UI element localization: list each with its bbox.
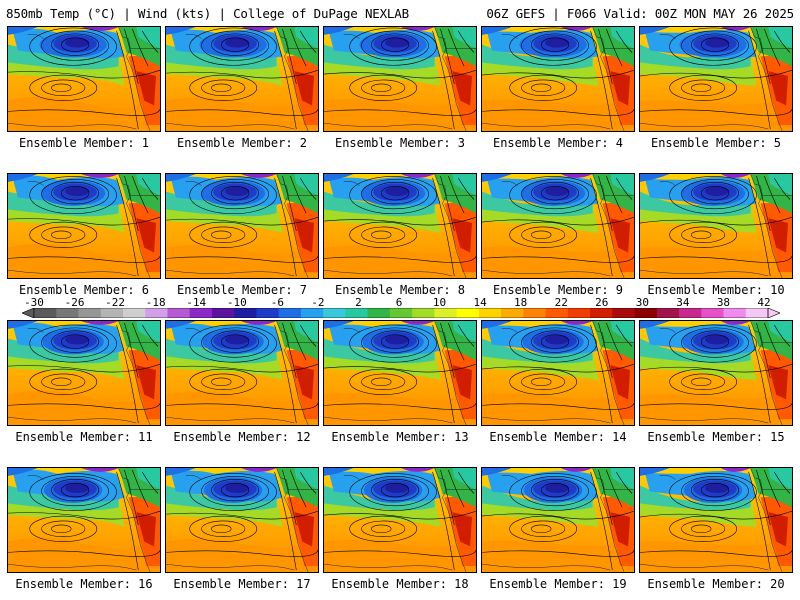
ensemble-member-map-6 <box>7 173 161 279</box>
colorbar-swatch <box>167 308 191 318</box>
colorbar-swatch <box>300 308 324 318</box>
colorbar-swatch <box>367 308 391 318</box>
colorbar-tick-label: -18 <box>145 296 166 309</box>
colorbar-swatch <box>656 308 680 318</box>
colorbar-swatch <box>278 308 302 318</box>
colorbar-tick-label: 34 <box>676 296 690 309</box>
ensemble-member-caption: Ensemble Member: 2 <box>176 136 308 150</box>
ensemble-member-map-13 <box>323 320 477 426</box>
colorbar-tick-label: 38 <box>716 296 731 309</box>
colorbar-swatch <box>323 308 346 318</box>
colorbar-swatch <box>78 308 102 318</box>
colorbar-swatch <box>211 308 235 318</box>
ensemble-member-caption: Ensemble Member: 4 <box>492 136 624 150</box>
colorbar-swatch <box>545 308 569 318</box>
ensemble-member-caption: Ensemble Member: 16 <box>15 577 153 591</box>
ensemble-member-map-2 <box>165 26 319 132</box>
colorbar-tick-label: -6 <box>270 296 284 309</box>
colorbar-tick-label: 6 <box>395 296 403 309</box>
colorbar-right-arrow <box>767 308 780 318</box>
colorbar-swatch <box>256 308 280 318</box>
colorbar-tick-label: 26 <box>595 296 609 309</box>
colorbar-swatch <box>345 308 369 318</box>
colorbar-swatch <box>122 308 146 318</box>
colorbar-tick-label: 10 <box>432 296 447 309</box>
colorbar-swatch <box>389 308 413 318</box>
colorbar-swatch <box>701 308 724 318</box>
run-valid-time: 06Z GEFS | F066 Valid: 00Z MON MAY 26 20… <box>486 6 794 21</box>
colorbar-swatch <box>100 308 124 318</box>
ensemble-member-map-3 <box>323 26 477 132</box>
colorbar-swatch <box>145 308 168 318</box>
ensemble-member-caption: Ensemble Member: 20 <box>647 577 785 591</box>
ensemble-member-map-9 <box>481 173 635 279</box>
ensemble-member-caption: Ensemble Member: 13 <box>331 430 469 444</box>
ensemble-member-caption: Ensemble Member: 19 <box>489 577 627 591</box>
colorbar-tick-label: -10 <box>226 296 247 309</box>
colorbar-swatch <box>501 308 524 318</box>
colorbar-swatch <box>412 308 435 318</box>
colorbar-swatch <box>56 308 79 318</box>
ensemble-member-map-15 <box>639 320 793 426</box>
colorbar-swatch <box>523 308 546 318</box>
ensemble-member-caption: Ensemble Member: 15 <box>647 430 785 444</box>
colorbar-swatch <box>745 308 769 318</box>
colorbar-tick-label: 22 <box>554 296 568 309</box>
ensemble-member-map-10 <box>639 173 793 279</box>
colorbar-left-arrow <box>22 308 35 318</box>
ensemble-member-map-8 <box>323 173 477 279</box>
colorbar-tick-label: -26 <box>64 296 85 309</box>
ensemble-member-map-1 <box>7 26 161 132</box>
colorbar-swatch <box>723 308 747 318</box>
colorbar-swatch <box>189 308 213 318</box>
colorbar-tick-label: -22 <box>105 296 126 309</box>
ensemble-member-map-18 <box>323 467 477 573</box>
colorbar-tick-label: -30 <box>24 296 44 309</box>
ensemble-member-map-16 <box>7 467 161 573</box>
ensemble-member-caption: Ensemble Member: 6 <box>18 283 150 297</box>
colorbar-swatch <box>590 308 613 318</box>
ensemble-member-caption: Ensemble Member: 8 <box>334 283 466 297</box>
colorbar-swatch <box>34 308 57 318</box>
ensemble-member-caption: Ensemble Member: 12 <box>173 430 311 444</box>
colorbar-swatch <box>567 308 591 318</box>
colorbar-swatch <box>456 308 480 318</box>
ensemble-member-caption: Ensemble Member: 7 <box>176 283 308 297</box>
ensemble-member-map-4 <box>481 26 635 132</box>
colorbar-swatch <box>478 308 502 318</box>
colorbar-tick-label: -14 <box>186 296 207 309</box>
ensemble-member-caption: Ensemble Member: 9 <box>492 283 624 297</box>
ensemble-member-map-17 <box>165 467 319 573</box>
ensemble-member-caption: Ensemble Member: 17 <box>173 577 311 591</box>
temperature-colorbar <box>22 308 780 318</box>
colorbar-swatch <box>612 308 635 318</box>
ensemble-member-caption: Ensemble Member: 1 <box>18 136 150 150</box>
colorbar-swatch <box>234 308 257 318</box>
colorbar-swatch <box>434 308 458 318</box>
ensemble-member-map-11 <box>7 320 161 426</box>
ensemble-member-map-12 <box>165 320 319 426</box>
colorbar-tick-label: -2 <box>311 296 325 309</box>
colorbar-tick-label: 14 <box>473 296 487 309</box>
colorbar-tick-label: 30 <box>635 296 649 309</box>
ensemble-member-caption: Ensemble Member: 5 <box>650 136 782 150</box>
ensemble-member-caption: Ensemble Member: 10 <box>647 283 785 297</box>
ensemble-member-map-5 <box>639 26 793 132</box>
colorbar-swatch <box>679 308 702 318</box>
colorbar-tick-label: 18 <box>514 296 528 309</box>
ensemble-member-map-20 <box>639 467 793 573</box>
ensemble-member-map-19 <box>481 467 635 573</box>
chart-title: 850mb Temp (°C) | Wind (kts) | College o… <box>6 6 409 21</box>
ensemble-member-caption: Ensemble Member: 18 <box>331 577 469 591</box>
colorbar-tick-label: 2 <box>355 296 362 309</box>
ensemble-member-caption: Ensemble Member: 14 <box>489 430 627 444</box>
ensemble-member-caption: Ensemble Member: 11 <box>15 430 153 444</box>
colorbar-swatch <box>634 308 658 318</box>
ensemble-member-caption: Ensemble Member: 3 <box>334 136 466 150</box>
ensemble-member-map-14 <box>481 320 635 426</box>
colorbar-tick-label: 42 <box>757 296 771 309</box>
ensemble-member-map-7 <box>165 173 319 279</box>
